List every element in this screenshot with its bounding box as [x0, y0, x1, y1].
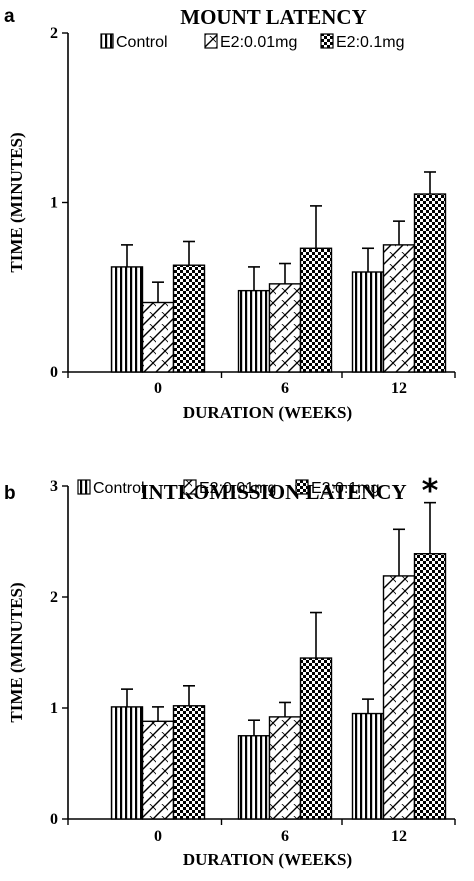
bar-vertical-lines [237, 735, 271, 820]
bar-vertical-lines [110, 706, 144, 820]
x-tick-label: 0 [154, 828, 162, 845]
bar-diagonal-hatch [141, 301, 175, 373]
legend-label: E2:0.1mg [311, 480, 379, 497]
chart-title: MOUNT LATENCY [180, 5, 367, 29]
bar-checker [413, 553, 447, 820]
x-tick-label: 6 [281, 380, 289, 397]
legend-swatch [183, 479, 197, 495]
y-axis-label: TIME (MINUTES) [7, 582, 26, 722]
legend-swatch [204, 33, 218, 49]
legend-label: E2:0.01mg [220, 34, 297, 51]
y-tick-label: 2 [50, 589, 58, 606]
bar-vertical-lines [351, 712, 385, 820]
y-tick-label: 3 [50, 478, 58, 495]
bar-diagonal-hatch [268, 716, 302, 820]
bar-checker [413, 193, 447, 373]
y-tick-label: 1 [50, 195, 58, 212]
bar-checker [299, 657, 333, 820]
panel-letter: b [4, 483, 16, 504]
significance-marker: * [422, 472, 439, 510]
x-axis-label: DURATION (WEEKS) [183, 850, 352, 869]
x-tick-label: 0 [154, 380, 162, 397]
y-tick-label: 2 [50, 25, 58, 42]
legend-label: Control [116, 34, 168, 51]
legend-label: E2:0.01mg [199, 480, 276, 497]
bar-vertical-lines [351, 271, 385, 373]
legend-swatch [77, 479, 91, 495]
bar-diagonal-hatch [382, 575, 416, 820]
y-tick-label: 1 [50, 700, 58, 717]
bar-checker [299, 247, 333, 373]
y-tick-label: 0 [50, 364, 58, 381]
bar-checker [172, 264, 206, 373]
x-tick-label: 6 [281, 828, 289, 845]
y-tick-label: 0 [50, 811, 58, 828]
bar-vertical-lines [110, 266, 144, 373]
legend-swatch [295, 479, 309, 495]
y-axis-label: TIME (MINUTES) [7, 132, 26, 272]
bar-diagonal-hatch [141, 720, 175, 820]
x-tick-label: 12 [391, 380, 407, 397]
x-tick-label: 12 [391, 828, 407, 845]
bar-vertical-lines [237, 289, 271, 373]
legend-swatch [100, 33, 114, 49]
legend-label: Control [93, 480, 145, 497]
legend-swatch [320, 33, 334, 49]
panel-letter: a [4, 6, 15, 27]
x-axis-label: DURATION (WEEKS) [183, 403, 352, 422]
legend-label: E2:0.1mg [336, 34, 404, 51]
bar-diagonal-hatch [268, 283, 302, 373]
bar-checker [172, 705, 206, 820]
bar-diagonal-hatch [382, 244, 416, 373]
